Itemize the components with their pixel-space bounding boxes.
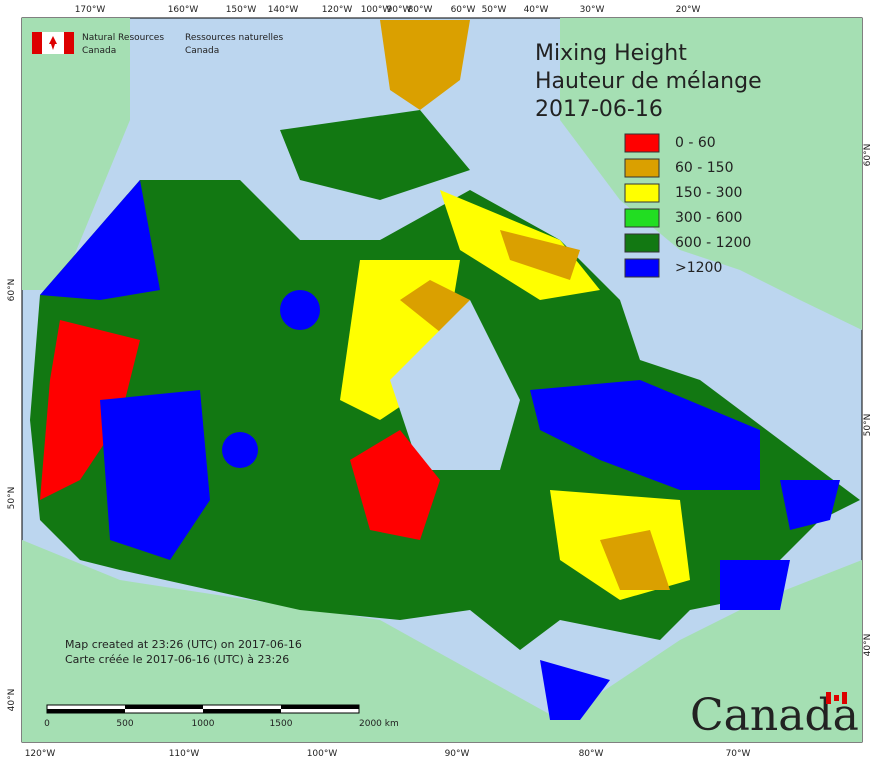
longitude-label: 110°W (169, 749, 200, 759)
land-outside (22, 18, 862, 742)
scale-bar-segment (125, 705, 203, 709)
note: Map created at 23:26 (UTC) on 2017-06-16 (65, 638, 302, 651)
latitude-label: 60°N (7, 279, 17, 302)
title: Mixing Height Hauteur de mélange 2017-06… (535, 41, 762, 122)
longitude-label: 90°W (445, 749, 470, 759)
hudson-bay (390, 300, 520, 470)
region-yukon (40, 180, 160, 300)
flag-leaf (834, 695, 839, 701)
legend: 0 - 60 60 - 150 150 - 300 300 - 600 600 - 12… (624, 133, 751, 278)
legend-swatch (624, 233, 660, 253)
latitude-label: 50°N (7, 487, 17, 510)
legend-swatch (624, 208, 660, 228)
flag-bar (64, 32, 74, 54)
legend-swatch (624, 183, 660, 203)
wordmark: Canada (690, 690, 859, 741)
wordmark-flag (826, 692, 847, 704)
legend-swatch (624, 133, 660, 153)
region-blob (222, 432, 258, 468)
latitude-label: 40°N (7, 689, 17, 712)
legend-label: 150 - 300 (675, 185, 742, 201)
flag-leaf (49, 36, 57, 50)
longitude-label: 90°W (387, 5, 412, 15)
longitude-label: 100°W (307, 749, 338, 759)
legend-label: 600 - 1200 (675, 235, 751, 251)
scale-bar-segment (281, 705, 359, 709)
map-frame (21, 17, 863, 743)
arctic-islands (380, 20, 470, 110)
scale-label: 1000 (192, 719, 215, 729)
arctic-islands (280, 110, 470, 200)
longitude-label: 60°W (451, 5, 476, 15)
longitude-label: 30°W (580, 5, 605, 15)
region-prairies (100, 390, 210, 560)
longitude-label: 140°W (268, 5, 299, 15)
title-line: Hauteur de mélange (535, 69, 762, 94)
scale-bar: 0 500 1000 1500 2000 km (44, 704, 399, 729)
scale-label: 2000 km (359, 719, 399, 729)
longitude-label: 50°W (482, 5, 507, 15)
region-blob (280, 290, 320, 330)
scale-bar-segment (47, 709, 125, 713)
longitude-label: 40°W (524, 5, 549, 15)
note: Carte créée le 2017-06-16 (UTC) à 23:26 (65, 653, 289, 666)
flag-bar (32, 32, 42, 54)
region-maritimes (720, 560, 790, 610)
latitude-label: 60°N (863, 144, 873, 167)
legend-swatch (624, 258, 660, 278)
longitude-label: 120°W (25, 749, 56, 759)
title-line: 2017-06-16 (535, 97, 663, 122)
region-ontario-north (350, 430, 440, 540)
agency-logo: Natural Resources Canada Ressources natu… (32, 32, 284, 56)
title-line: Mixing Height (535, 41, 687, 66)
flag-bar (842, 692, 847, 704)
longitude-label: 100°W (361, 5, 392, 15)
region-bc-coast (40, 320, 140, 500)
latitude-label: 40°N (863, 634, 873, 657)
longitude-label: 20°W (676, 5, 701, 15)
legend-swatch (624, 158, 660, 178)
longitude-label: 80°W (408, 5, 433, 15)
scale-bar-segment (203, 709, 281, 713)
latitude-label: 50°N (863, 414, 873, 437)
region-baffin (500, 230, 580, 280)
longitude-label: 160°W (168, 5, 199, 15)
flag-bar (826, 692, 831, 704)
agency-name: Canada (185, 46, 219, 56)
greenland (560, 18, 862, 330)
region-quebec (530, 380, 760, 490)
region-us (540, 660, 610, 720)
legend-label: 300 - 600 (675, 210, 742, 226)
scale-label: 500 (116, 719, 133, 729)
agency-name: Ressources naturelles (185, 33, 284, 43)
longitude-label: 150°W (226, 5, 257, 15)
longitude-label: 70°W (726, 749, 751, 759)
longitude-label: 80°W (579, 749, 604, 759)
legend-label: 0 - 60 (675, 135, 716, 151)
axes: 170°W 160°W 150°W 140°W 120°W 100°W90°W80°W 60… (7, 5, 873, 759)
agency-name: Canada (82, 46, 116, 56)
longitude-label: 120°W (322, 5, 353, 15)
legend-label: 60 - 150 (675, 160, 734, 176)
region-quebec-south (600, 530, 670, 590)
longitude-label: 170°W (75, 5, 106, 15)
agency-name: Natural Resources (82, 33, 164, 43)
legend-label: >1200 (675, 260, 722, 276)
region-newfoundland (780, 480, 840, 530)
scale-label: 0 (44, 719, 50, 729)
scale-label: 1500 (270, 719, 293, 729)
